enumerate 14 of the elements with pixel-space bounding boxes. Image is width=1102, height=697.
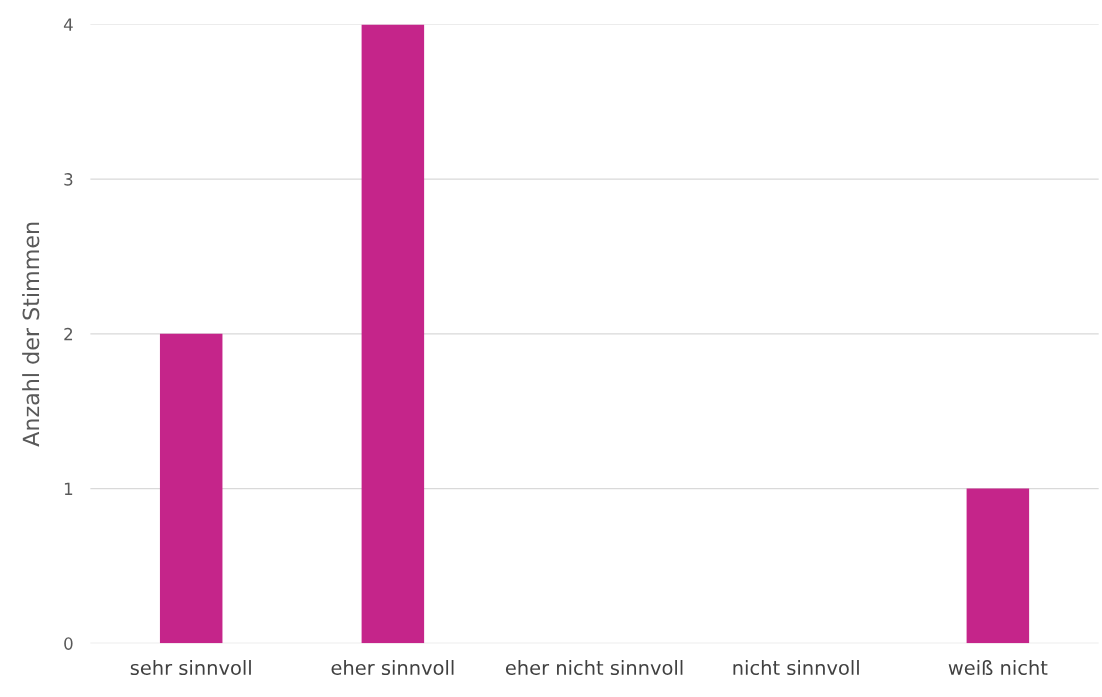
x-tick-label: eher sinnvoll — [331, 660, 454, 676]
y-tick-label: 4 — [63, 18, 73, 31]
y-tick-label: 2 — [64, 327, 73, 341]
bar — [361, 24, 425, 644]
y-axis-title: Anzahl der Stimmen — [22, 222, 40, 447]
y-tick-label: 1 — [64, 482, 73, 495]
x-tick-label: weiß nicht — [948, 660, 1048, 676]
x-tick-label: nicht sinnvoll — [733, 660, 859, 676]
y-tick-label: 3 — [64, 173, 73, 186]
bar — [966, 488, 1030, 644]
x-tick-label: eher nicht sinnvoll — [505, 660, 683, 676]
y-tick-label: 0 — [64, 637, 73, 650]
bar — [159, 333, 223, 644]
x-tick-label: sehr sinnvoll — [130, 660, 251, 676]
